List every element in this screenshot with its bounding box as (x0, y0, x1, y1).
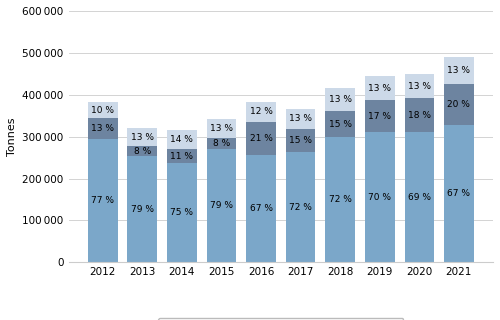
Bar (167, 130, 196, 149)
Text: 15 %: 15 % (289, 136, 312, 145)
Text: 79 %: 79 % (210, 201, 233, 210)
Text: 79 %: 79 % (131, 205, 154, 214)
Text: 77 %: 77 % (91, 196, 114, 205)
Text: 13 %: 13 % (131, 132, 154, 141)
Bar (286, 129, 316, 152)
Bar (444, 125, 474, 262)
Bar (206, 138, 236, 149)
Legend: Human consumption, Biogas, Feed: Human consumption, Biogas, Feed (158, 318, 404, 320)
Bar (365, 100, 394, 132)
Text: 72 %: 72 % (329, 195, 351, 204)
Text: 17 %: 17 % (368, 111, 392, 121)
Bar (88, 102, 118, 118)
Text: 11 %: 11 % (170, 152, 194, 161)
Bar (206, 149, 236, 262)
Text: 18 %: 18 % (408, 111, 431, 120)
Text: 13 %: 13 % (289, 114, 312, 123)
Bar (404, 98, 434, 132)
Text: 13 %: 13 % (408, 82, 431, 91)
Text: 13 %: 13 % (448, 66, 470, 75)
Bar (286, 152, 316, 262)
Bar (326, 137, 355, 262)
Text: 14 %: 14 % (170, 135, 194, 144)
Text: 21 %: 21 % (250, 134, 272, 143)
Bar (246, 102, 276, 122)
Text: 13 %: 13 % (210, 124, 233, 133)
Bar (88, 139, 118, 262)
Bar (326, 88, 355, 111)
Bar (444, 84, 474, 125)
Bar (88, 118, 118, 139)
Bar (365, 76, 394, 100)
Bar (167, 164, 196, 262)
Text: 67 %: 67 % (250, 204, 272, 213)
Text: 69 %: 69 % (408, 193, 431, 202)
Bar (326, 111, 355, 137)
Text: 8 %: 8 % (134, 147, 151, 156)
Text: 70 %: 70 % (368, 193, 392, 202)
Bar (246, 122, 276, 155)
Text: 10 %: 10 % (91, 106, 114, 115)
Text: 13 %: 13 % (91, 124, 114, 133)
Bar (444, 57, 474, 84)
Bar (246, 155, 276, 262)
Text: 13 %: 13 % (328, 95, 351, 104)
Y-axis label: Tonnes: Tonnes (7, 117, 17, 156)
Bar (128, 128, 157, 146)
Bar (128, 146, 157, 156)
Bar (365, 132, 394, 262)
Text: 20 %: 20 % (448, 100, 470, 109)
Text: 67 %: 67 % (448, 189, 470, 198)
Bar (404, 74, 434, 98)
Bar (206, 119, 236, 138)
Text: 72 %: 72 % (289, 203, 312, 212)
Text: 15 %: 15 % (328, 120, 351, 129)
Bar (128, 156, 157, 262)
Text: 12 %: 12 % (250, 108, 272, 116)
Text: 75 %: 75 % (170, 208, 194, 217)
Bar (404, 132, 434, 262)
Text: 13 %: 13 % (368, 84, 392, 92)
Text: 8 %: 8 % (213, 139, 230, 148)
Bar (167, 149, 196, 164)
Bar (286, 108, 316, 129)
